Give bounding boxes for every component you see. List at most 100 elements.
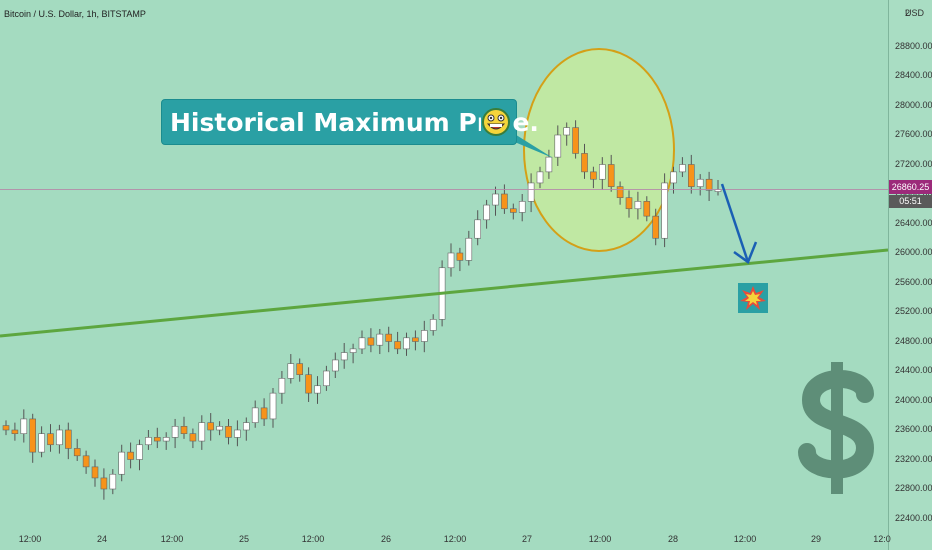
candle-body[interactable] bbox=[527, 182, 535, 202]
candle-body[interactable] bbox=[2, 425, 10, 431]
candle-body[interactable] bbox=[136, 444, 143, 460]
candle-body[interactable] bbox=[198, 422, 206, 442]
candle-body[interactable] bbox=[91, 466, 99, 479]
candle-body[interactable] bbox=[420, 330, 428, 342]
candle-body[interactable] bbox=[429, 319, 437, 331]
candle-body[interactable] bbox=[65, 429, 72, 449]
highlight-ellipse[interactable] bbox=[523, 48, 675, 252]
candle-body[interactable] bbox=[492, 193, 499, 206]
down-arrow[interactable] bbox=[720, 183, 758, 264]
x-tick-label: 12:00 bbox=[301, 534, 325, 544]
candle-body[interactable] bbox=[687, 164, 695, 187]
candle-body[interactable] bbox=[616, 186, 624, 198]
candle-body[interactable] bbox=[643, 201, 651, 217]
candle-body[interactable] bbox=[598, 164, 606, 180]
candle-body[interactable] bbox=[180, 426, 188, 434]
grinning-face-icon bbox=[481, 107, 511, 137]
candle-body[interactable] bbox=[456, 252, 464, 261]
candle-body[interactable] bbox=[696, 178, 704, 187]
candle-body[interactable] bbox=[572, 127, 579, 154]
candle-body[interactable] bbox=[447, 252, 455, 269]
candle-body[interactable] bbox=[661, 182, 668, 239]
candle-body[interactable] bbox=[73, 448, 81, 457]
candle-body[interactable] bbox=[251, 407, 259, 423]
x-tick-label: 29 bbox=[810, 534, 821, 544]
candle-body[interactable] bbox=[349, 348, 357, 353]
support-trendline[interactable] bbox=[0, 248, 888, 338]
candle-body[interactable] bbox=[509, 208, 517, 213]
candle-body[interactable] bbox=[652, 215, 660, 239]
candle-body[interactable] bbox=[518, 201, 526, 213]
candle-body[interactable] bbox=[109, 473, 117, 490]
candle-body[interactable] bbox=[296, 363, 304, 375]
candle-body[interactable] bbox=[314, 385, 321, 394]
candle-body[interactable] bbox=[634, 201, 642, 210]
y-tick-label: 28800.00 bbox=[895, 40, 932, 51]
price-axis[interactable]: 2 USD 28800.00 28400.00 28000.00 27600.00 27… bbox=[888, 0, 932, 550]
price-chart[interactable] bbox=[0, 0, 888, 550]
candle-body[interactable] bbox=[358, 337, 366, 350]
candle-body[interactable] bbox=[225, 426, 232, 438]
candle-body[interactable] bbox=[376, 333, 384, 346]
candle-body[interactable] bbox=[705, 178, 713, 191]
candle-body[interactable] bbox=[100, 477, 108, 490]
candle-body[interactable] bbox=[367, 337, 375, 346]
candle-body[interactable] bbox=[287, 363, 295, 379]
candle-body[interactable] bbox=[234, 429, 241, 438]
candle-body[interactable] bbox=[154, 437, 161, 442]
candle-body[interactable] bbox=[47, 433, 54, 446]
candle-body[interactable] bbox=[260, 407, 268, 420]
candle-body[interactable] bbox=[412, 337, 419, 342]
candle-body[interactable] bbox=[29, 418, 37, 453]
candle-body[interactable] bbox=[474, 219, 482, 239]
candle-body[interactable] bbox=[216, 426, 223, 431]
y-tick-label: 28000.00 bbox=[895, 99, 932, 110]
candle-body[interactable] bbox=[269, 392, 277, 420]
countdown-tag: 05:51 bbox=[889, 195, 932, 208]
candle-body[interactable] bbox=[563, 127, 571, 136]
candle-body[interactable] bbox=[340, 352, 348, 361]
y-tick-label: 22400.00 bbox=[895, 512, 932, 523]
candle-body[interactable] bbox=[331, 359, 339, 372]
candle-body[interactable] bbox=[171, 426, 179, 438]
candle-body[interactable] bbox=[323, 370, 330, 387]
candle-body[interactable] bbox=[162, 437, 170, 442]
candle-body[interactable] bbox=[545, 156, 553, 173]
candle-body[interactable] bbox=[590, 171, 597, 180]
candle-body[interactable] bbox=[670, 171, 677, 184]
candle-body[interactable] bbox=[145, 437, 152, 446]
candle-body[interactable] bbox=[385, 333, 393, 342]
candle-body[interactable] bbox=[82, 455, 90, 468]
candle-body[interactable] bbox=[118, 451, 125, 475]
candle-body[interactable] bbox=[554, 134, 562, 158]
candle-body[interactable] bbox=[278, 378, 286, 394]
candle-body[interactable] bbox=[403, 337, 410, 350]
candle-body[interactable] bbox=[127, 451, 134, 460]
candle-body[interactable] bbox=[607, 164, 615, 187]
candle-body[interactable] bbox=[625, 197, 633, 210]
y-tick-label: 23600.00 bbox=[895, 424, 932, 434]
y-tick-label: 22800.00 bbox=[895, 483, 932, 493]
x-tick-label: 25 bbox=[238, 534, 249, 544]
candle-body[interactable] bbox=[305, 374, 312, 394]
candle-body[interactable] bbox=[56, 429, 63, 446]
candle-body[interactable] bbox=[207, 422, 214, 431]
candle-body[interactable] bbox=[501, 193, 508, 210]
y-tick-label: 27200.00 bbox=[895, 158, 932, 169]
currency-label[interactable]: USD bbox=[905, 8, 925, 18]
last-price-tag: 26860.25 bbox=[889, 180, 932, 194]
candle-body[interactable] bbox=[243, 422, 250, 431]
candle-body[interactable] bbox=[20, 418, 28, 434]
candle-body[interactable] bbox=[581, 153, 588, 173]
x-tick-label: 28 bbox=[667, 534, 678, 544]
candle-body[interactable] bbox=[11, 429, 19, 434]
candle-body[interactable] bbox=[536, 171, 544, 184]
annotation-callout[interactable]: Historical Maximum Price. bbox=[161, 99, 539, 145]
candle-body[interactable] bbox=[189, 433, 197, 442]
candle-body[interactable] bbox=[465, 237, 473, 261]
candle-body[interactable] bbox=[38, 433, 45, 453]
candle-body[interactable] bbox=[394, 341, 401, 350]
candle-body[interactable] bbox=[483, 204, 490, 221]
candle-body[interactable] bbox=[679, 164, 686, 173]
